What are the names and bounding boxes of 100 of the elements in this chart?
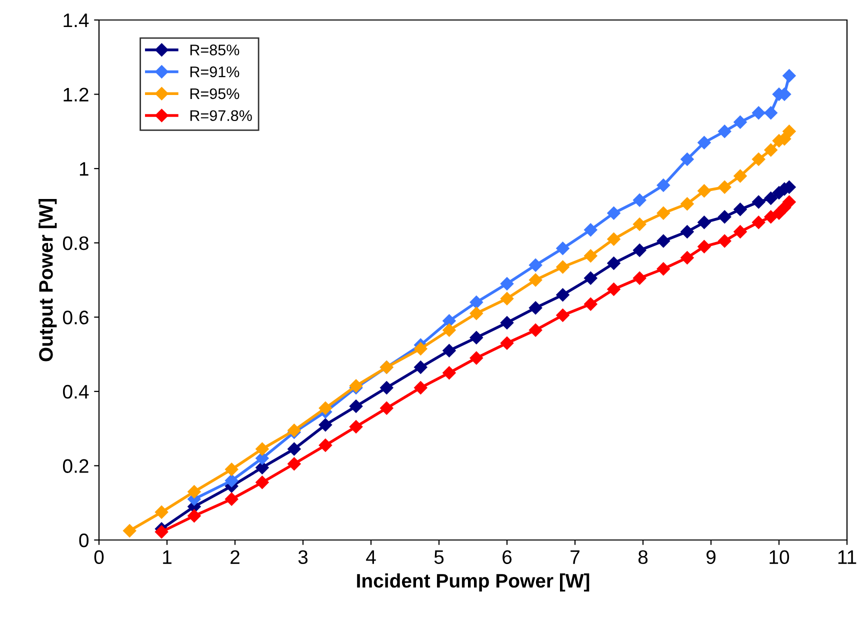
point <box>782 124 796 138</box>
y-tick-label: 0.4 <box>63 384 89 399</box>
point <box>752 106 766 120</box>
point <box>528 301 542 314</box>
point <box>633 244 646 257</box>
point <box>123 524 136 538</box>
point <box>734 202 747 216</box>
point <box>414 360 428 374</box>
point <box>764 192 778 205</box>
y-tick-label: 0.8 <box>63 236 88 250</box>
point <box>656 206 670 220</box>
point <box>380 402 394 415</box>
point <box>188 509 201 522</box>
x-tick-label: 1 <box>163 550 172 564</box>
point <box>500 277 514 290</box>
point <box>188 485 201 498</box>
y-tick-label: 0.6 <box>63 310 88 324</box>
point <box>656 262 670 276</box>
point <box>734 225 747 238</box>
point <box>698 240 711 254</box>
point <box>380 381 394 394</box>
x-tick-label: 2 <box>230 550 240 564</box>
y-axis-title: Output Power [W] <box>38 199 57 362</box>
point <box>764 210 778 224</box>
point <box>633 272 646 285</box>
point <box>607 206 620 220</box>
point <box>528 273 542 287</box>
legend-label: R=91% <box>190 66 240 78</box>
point <box>607 282 620 296</box>
point <box>470 351 483 365</box>
point <box>782 69 796 82</box>
point <box>718 124 732 138</box>
point <box>698 184 711 198</box>
legend-label: R=85% <box>190 44 240 56</box>
point <box>718 210 732 224</box>
point <box>318 418 332 432</box>
point <box>318 438 332 452</box>
x-tick-label: 8 <box>638 550 648 564</box>
point <box>470 296 483 309</box>
y-tick-label: 1.4 <box>64 14 89 28</box>
point <box>528 258 542 272</box>
point <box>528 324 542 337</box>
point <box>656 178 670 192</box>
y-tick-label: 0 <box>79 533 89 548</box>
legend-label: R=97.8% <box>190 110 252 122</box>
point <box>256 442 269 456</box>
y-tick-label: 1 <box>80 162 88 176</box>
point <box>225 492 238 506</box>
point <box>556 288 570 302</box>
point <box>442 366 456 380</box>
point <box>698 136 711 150</box>
legend-label: R=95% <box>190 88 240 100</box>
point <box>556 242 570 256</box>
x-tick-label: 7 <box>570 550 580 564</box>
point <box>470 306 483 320</box>
point <box>656 234 670 248</box>
x-tick-label: 9 <box>706 550 716 564</box>
point <box>680 152 694 166</box>
point <box>607 232 620 246</box>
x-tick-label: 6 <box>502 550 512 564</box>
point <box>752 152 766 166</box>
point <box>752 195 766 209</box>
x-tick-label: 0 <box>94 550 104 564</box>
point <box>698 216 711 230</box>
point <box>556 308 570 322</box>
point <box>633 218 646 231</box>
point <box>782 195 796 209</box>
point <box>349 420 363 434</box>
x-axis-title: Incident Pump Power [W] <box>357 573 590 592</box>
point <box>442 324 456 337</box>
point <box>680 197 694 210</box>
y-tick-label: 1.2 <box>64 88 88 102</box>
point <box>680 225 694 238</box>
x-tick-label: 3 <box>298 550 308 564</box>
point <box>470 330 483 344</box>
point <box>718 234 732 248</box>
point <box>584 298 598 311</box>
point <box>752 216 766 230</box>
point <box>318 402 332 415</box>
point <box>764 143 778 157</box>
point <box>154 525 168 538</box>
point <box>442 314 456 328</box>
y-tick-label: 0.2 <box>63 459 88 473</box>
point <box>442 344 456 358</box>
x-tick-label: 4 <box>366 550 376 564</box>
point <box>225 462 238 476</box>
x-tick-label: 10 <box>770 550 790 564</box>
point <box>288 457 301 470</box>
point <box>349 400 363 413</box>
point <box>607 256 620 270</box>
point <box>500 292 514 306</box>
point <box>256 476 269 490</box>
x-tick-label: 5 <box>434 550 444 564</box>
point <box>734 116 747 129</box>
point <box>718 180 732 194</box>
point <box>584 249 598 262</box>
point <box>500 316 514 330</box>
x-tick-label: 11 <box>838 550 856 564</box>
point <box>633 194 646 207</box>
point <box>734 169 747 183</box>
